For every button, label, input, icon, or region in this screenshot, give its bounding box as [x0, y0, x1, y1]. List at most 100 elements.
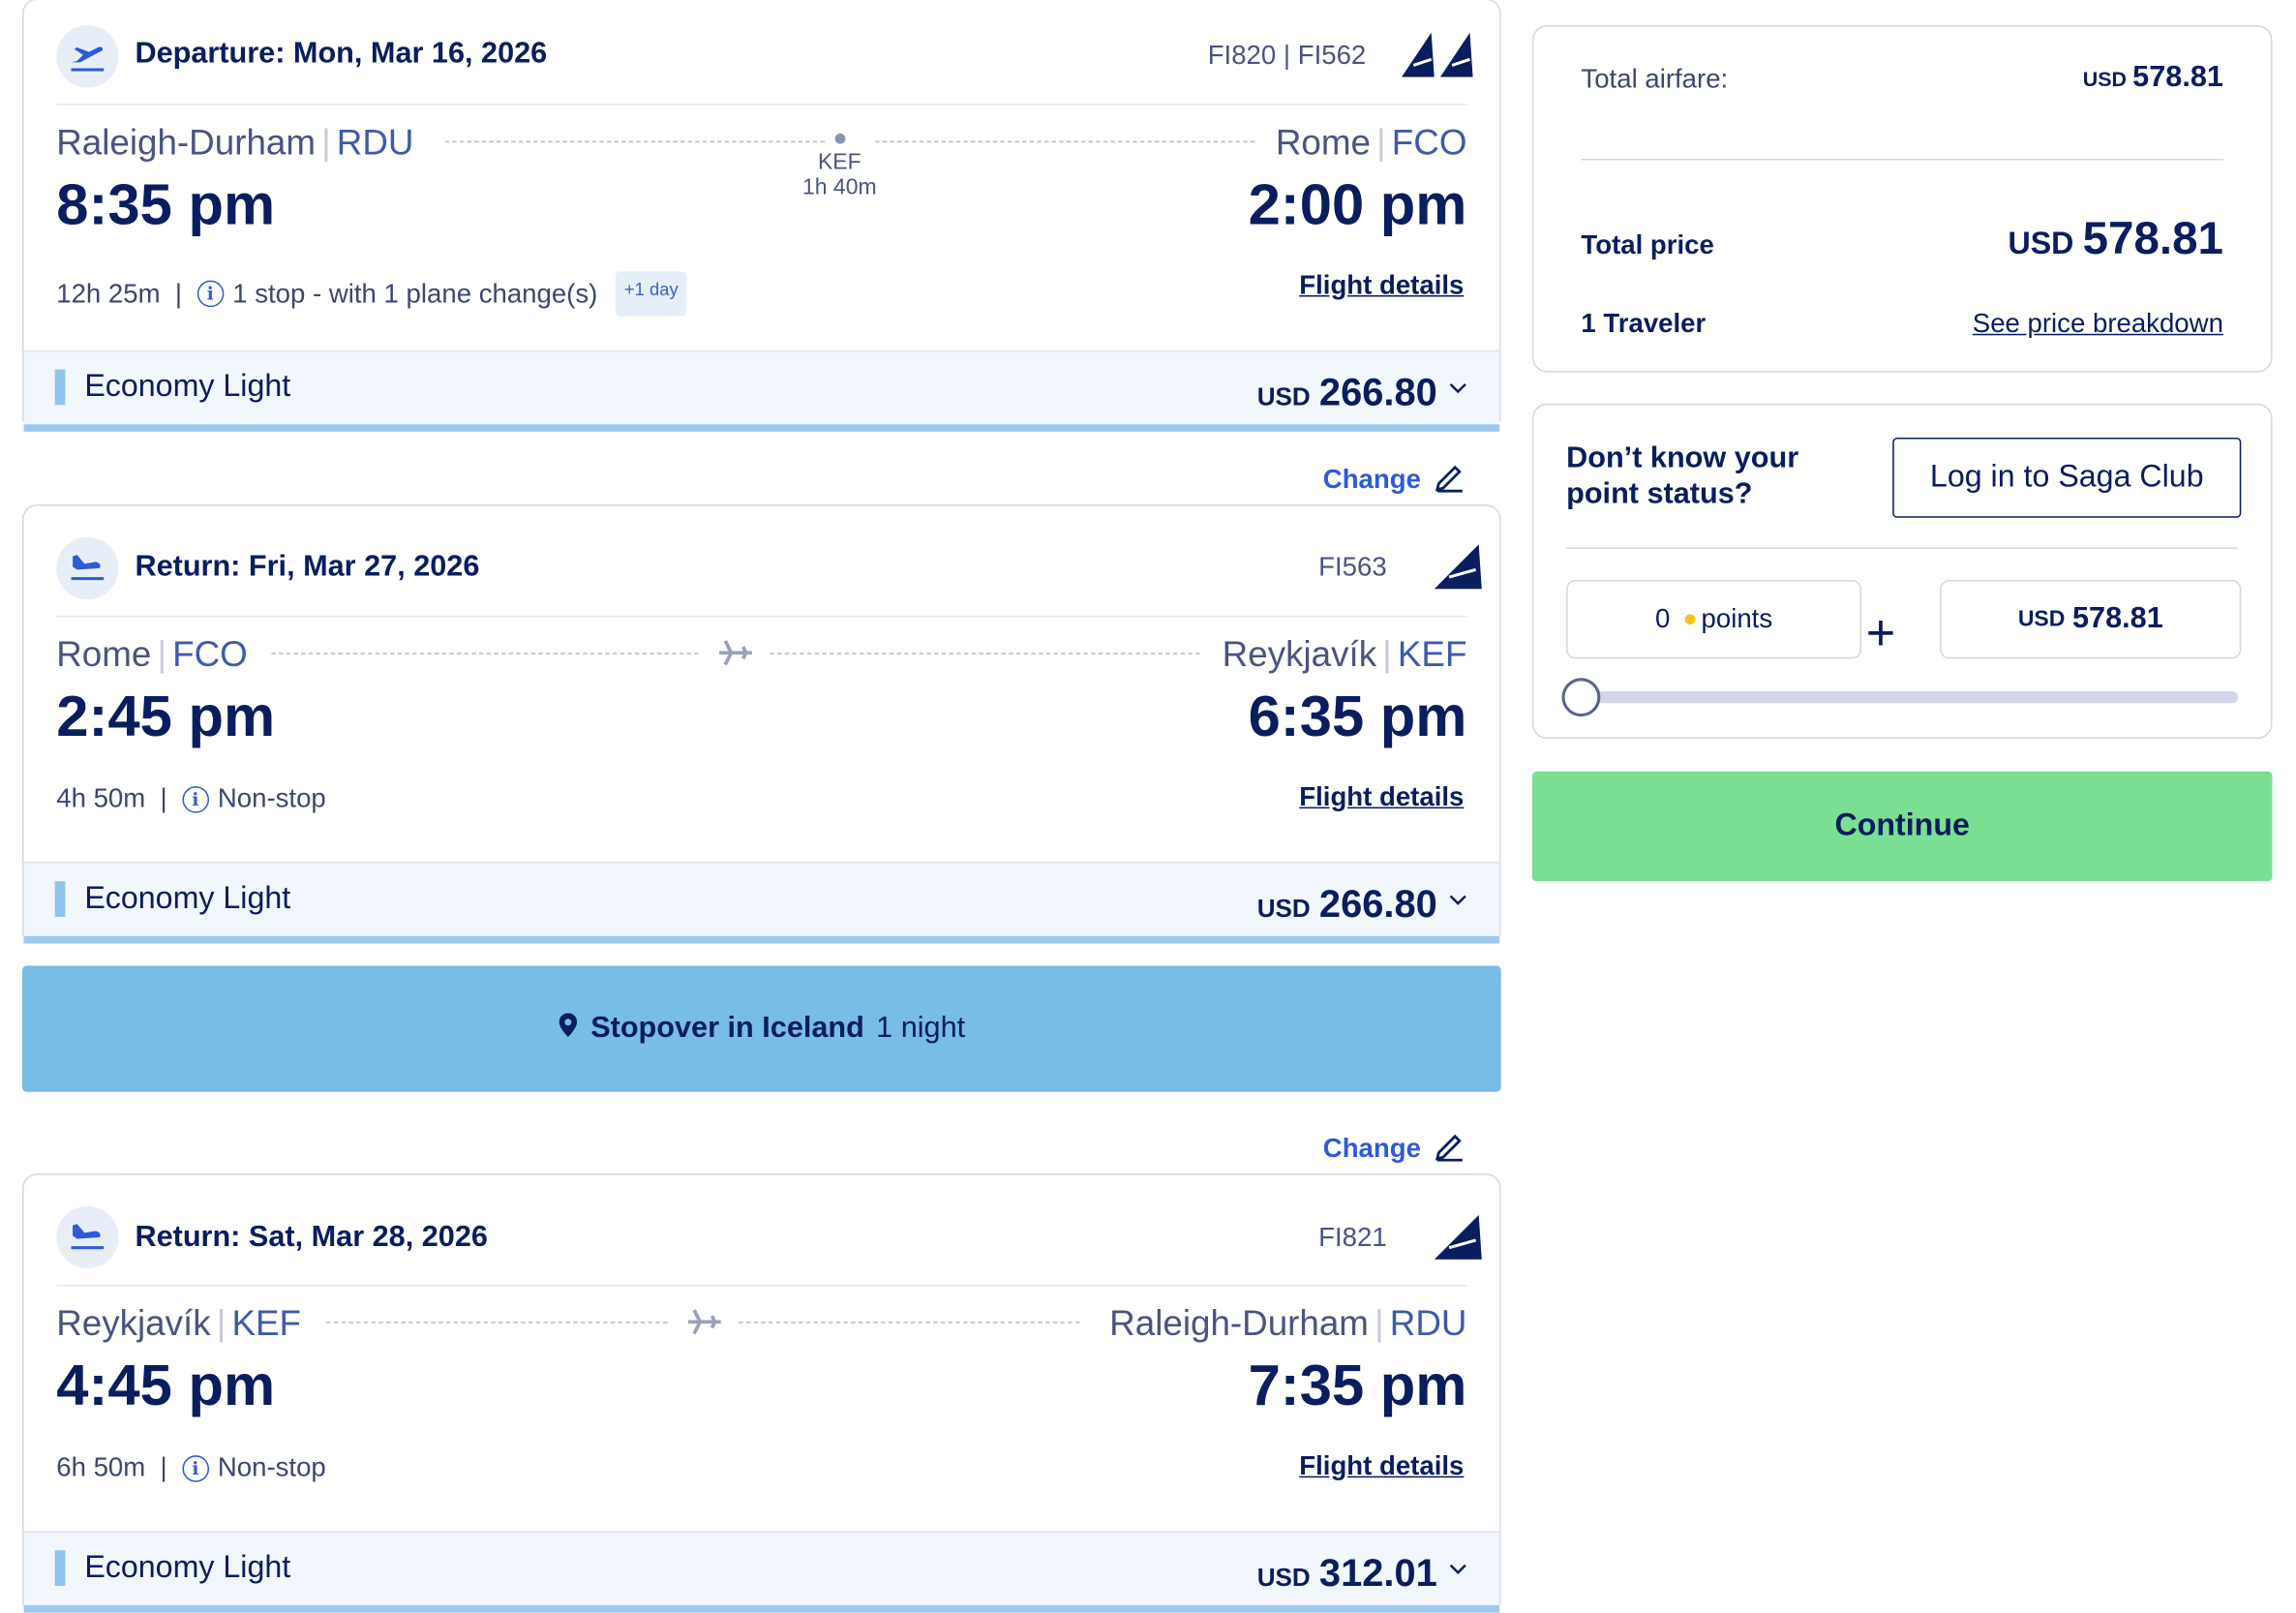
origin-code: RDU: [336, 123, 414, 164]
fare-amount: 312.01: [1318, 1550, 1437, 1596]
fare-name: Economy Light: [54, 369, 290, 406]
arrival-time: 2:00 pm: [1248, 173, 1467, 238]
plus-icon: +: [1865, 605, 1896, 662]
landing-icon: [56, 1205, 119, 1269]
change-link[interactable]: Change: [1323, 460, 1465, 500]
stopover-nights: 1 night: [876, 1012, 966, 1045]
origin-city: Reykjavík: [56, 1303, 211, 1345]
flight-meta: 12h 25m | i 1 stop - with 1 plane change…: [56, 271, 687, 317]
segment-header: Departure: Mon, Mar 16, 2026 FI820 | FI5…: [56, 0, 1473, 106]
route-line: [875, 140, 1255, 143]
route-row: Reykjavík | KEF Raleigh-Durham | RDU: [56, 1287, 1466, 1361]
currency: USD: [2082, 66, 2128, 91]
route-line: [770, 653, 1200, 654]
departure-time: 2:45 pm: [56, 685, 276, 749]
destination-city: Rome: [1275, 123, 1371, 164]
stops-text: Non-stop: [217, 1452, 326, 1482]
origin: Reykjavík | KEF: [56, 1303, 301, 1345]
flight-numbers: FI820 | FI562: [1207, 40, 1367, 71]
flight-details-link[interactable]: Flight details: [1299, 1450, 1465, 1481]
stopover-title: Stopover in Iceland: [590, 1012, 864, 1045]
fare-amount: 266.80: [1318, 881, 1437, 927]
chevron-down-icon[interactable]: [1449, 376, 1466, 400]
airfare-amount: 578.81: [2132, 60, 2223, 94]
destination-city: Reykjavík: [1222, 634, 1377, 676]
plane-icon: [716, 636, 755, 676]
change-link[interactable]: Change: [1323, 1129, 1465, 1169]
continue-button[interactable]: Continue: [1531, 771, 2273, 882]
route-line: [739, 1322, 1080, 1324]
origin-city: Rome: [56, 634, 152, 676]
currency: USD: [1256, 382, 1311, 411]
arrival-time: 7:35 pm: [1248, 1354, 1467, 1418]
location-pin-icon: [558, 1011, 578, 1047]
chevron-down-icon[interactable]: [1449, 1556, 1466, 1580]
total-line: Total price USD 578.81: [1581, 212, 2222, 264]
plus-day-badge: +1 day: [615, 271, 687, 317]
route-line: [326, 1322, 668, 1324]
destination: Raleigh-Durham | RDU: [1109, 1303, 1467, 1345]
info-icon[interactable]: i: [196, 280, 224, 308]
fare-amount: 266.80: [1318, 369, 1437, 414]
meta-row: 4h 50m | i Non-stop Flight details: [56, 769, 1466, 863]
pencil-icon: [1433, 1129, 1465, 1169]
airline-logo-icon: [1402, 32, 1485, 85]
origin: Raleigh-Durham | RDU: [56, 123, 414, 164]
airline-logo-icon: [1434, 544, 1485, 596]
fare-row[interactable]: Economy Light USD 266.80: [23, 862, 1500, 944]
origin-code: FCO: [172, 634, 248, 676]
duration: 12h 25m: [56, 278, 161, 308]
change-label: Change: [1322, 1133, 1421, 1164]
points-label: points: [1701, 603, 1773, 634]
destination-code: RDU: [1389, 1303, 1467, 1345]
chevron-down-icon[interactable]: [1449, 887, 1466, 911]
points-value: 0: [1654, 603, 1671, 634]
info-icon[interactable]: i: [182, 1454, 209, 1482]
points-slider-track[interactable]: [1566, 691, 2239, 704]
origin: Rome | FCO: [56, 634, 248, 676]
divider: [1581, 158, 2223, 161]
cash-input[interactable]: USD 578.81: [1940, 580, 2242, 659]
info-icon[interactable]: i: [182, 785, 209, 812]
route-line: [444, 140, 825, 143]
stopover-banner[interactable]: Stopover in Iceland 1 night: [21, 965, 1501, 1092]
pencil-icon: [1433, 460, 1465, 500]
flight-details-link[interactable]: Flight details: [1299, 781, 1465, 812]
change-label: Change: [1322, 464, 1421, 495]
stop-info: KEF 1h 40m: [802, 133, 877, 200]
points-input[interactable]: 0 points: [1566, 580, 1862, 659]
flight-details-link[interactable]: Flight details: [1299, 269, 1465, 300]
flight-numbers: FI821: [1318, 1222, 1387, 1253]
landing-icon: [56, 536, 119, 600]
stops-text: 1 stop - with 1 plane change(s): [232, 278, 598, 308]
segment-header: Return: Fri, Mar 27, 2026 FI563: [56, 506, 1482, 618]
route-row: Raleigh-Durham | RDU KEF 1h 40m Rome | FCO: [56, 106, 1467, 200]
fare-price: USD 312.01: [1257, 1550, 1437, 1597]
saga-club-login-button[interactable]: Log in to Saga Club: [1892, 438, 2242, 518]
route-line: [271, 653, 699, 654]
points-panel: Don’t know your point status? Log in to …: [1531, 403, 2273, 740]
segment-card-return-2: Return: Sat, Mar 28, 2026 FI821 Reykjaví…: [21, 1173, 1501, 1613]
airfare-value: USD 578.81: [2083, 61, 2223, 95]
meta-row: 12h 25m | i 1 stop - with 1 plane change…: [56, 257, 1466, 350]
times-row: 8:35 pm 2:00 pm: [56, 173, 1466, 257]
points-slider-handle[interactable]: [1561, 678, 1601, 717]
travelers-line: 1 Traveler See price breakdown: [1581, 309, 2222, 340]
departure-date: Departure: Mon, Mar 16, 2026: [135, 37, 548, 71]
meta-row: 6h 50m | i Non-stop Flight details: [56, 1438, 1466, 1532]
total-amount: 578.81: [2082, 212, 2223, 264]
divider: [1566, 547, 2239, 549]
airfare-line: Total airfare: USD 578.81: [1581, 61, 2223, 95]
segment-header: Return: Sat, Mar 28, 2026 FI821: [56, 1175, 1482, 1287]
fare-row[interactable]: Economy Light USD 266.80: [23, 350, 1500, 432]
price-breakdown-link[interactable]: See price breakdown: [1972, 308, 2223, 339]
flight-meta: 6h 50m | i Non-stop: [56, 1452, 326, 1482]
fare-row[interactable]: Economy Light USD 312.01: [23, 1531, 1500, 1613]
destination: Rome | FCO: [1275, 123, 1467, 164]
total-label: Total price: [1581, 229, 1714, 260]
currency: USD: [1256, 894, 1311, 924]
destination-city: Raleigh-Durham: [1109, 1303, 1369, 1345]
departure-time: 4:45 pm: [56, 1354, 276, 1418]
return-date: Return: Sat, Mar 28, 2026: [135, 1221, 488, 1254]
